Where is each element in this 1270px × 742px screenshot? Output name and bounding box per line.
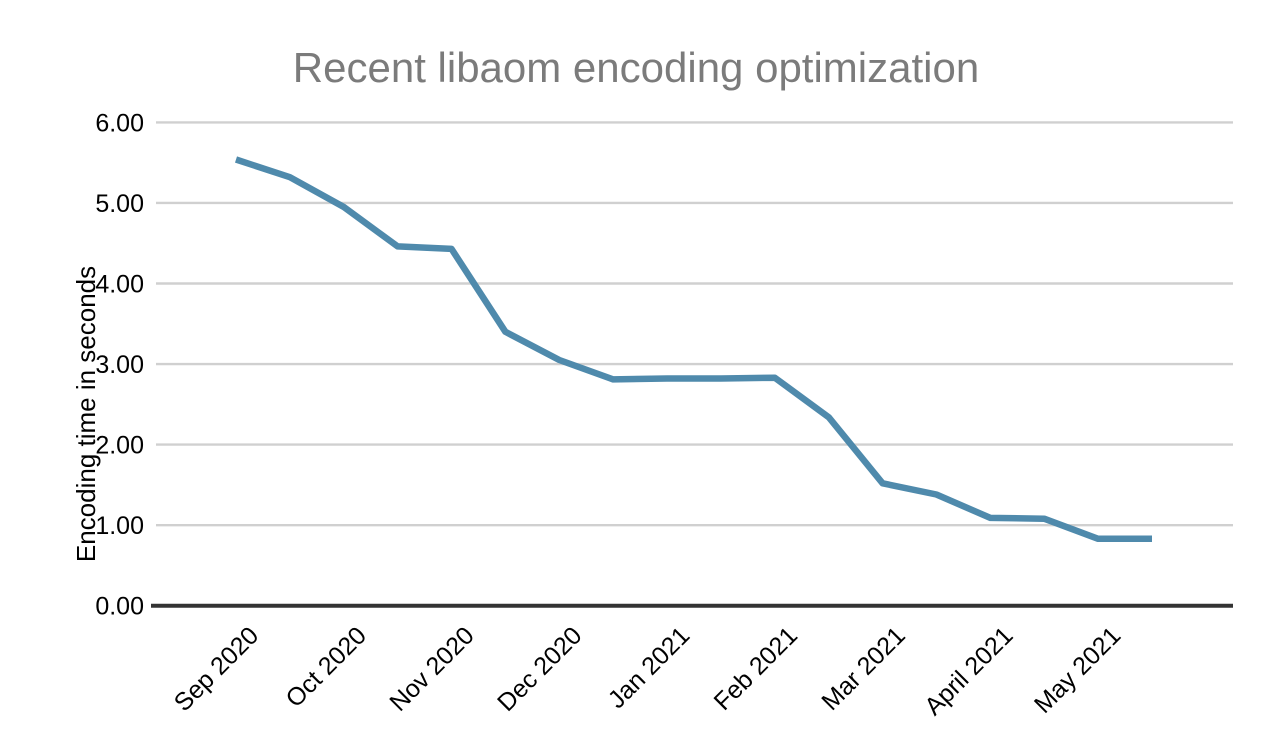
x-tick-label: April 2021	[919, 621, 1018, 720]
y-tick-label: 3.00	[95, 351, 144, 379]
y-tick-label: 2.00	[95, 432, 144, 460]
chart-title: Recent libaom encoding optimization	[293, 44, 979, 91]
y-axis-title: Encoding time in seconds	[71, 266, 101, 562]
y-tick-label: 5.00	[95, 190, 144, 218]
x-tick-label: Jan 2021	[603, 621, 696, 714]
x-tick-label: Feb 2021	[709, 621, 803, 715]
data-series-line	[234, 156, 1152, 543]
y-tick-label: 0.00	[95, 593, 144, 621]
x-tick-label: May 2021	[1029, 621, 1126, 718]
x-tick-label: Sep 2020	[169, 621, 264, 716]
x-tick-label: Dec 2020	[492, 621, 587, 716]
x-tick-label: Nov 2020	[384, 621, 479, 716]
x-tick-label: Mar 2021	[816, 621, 910, 715]
y-tick-label: 4.00	[95, 271, 144, 299]
x-tick-label: Oct 2020	[280, 621, 372, 713]
y-tick-label: 6.00	[95, 109, 144, 137]
y-tick-label: 1.00	[95, 512, 144, 540]
